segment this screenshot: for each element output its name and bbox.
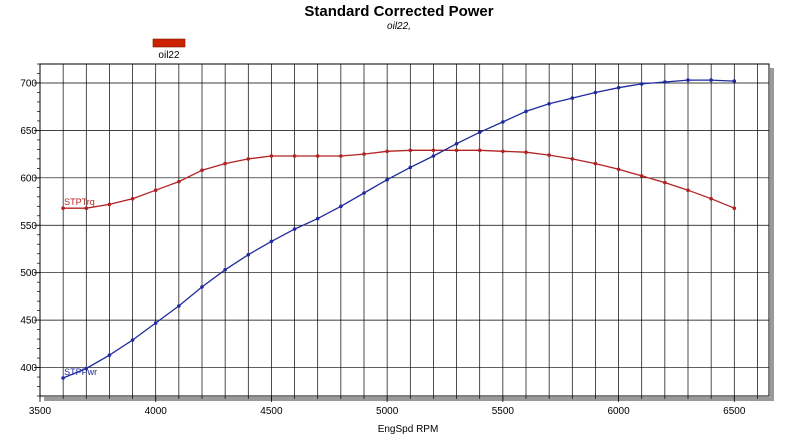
data-point: [246, 157, 251, 161]
series-line: [62, 79, 735, 379]
data-point: [107, 202, 112, 207]
axis-ticks: 400 450 500 550 600 650 700 3500 4000 4500 5000 550…: [20, 63, 758, 417]
data-point: [223, 161, 227, 166]
data-point: [663, 180, 667, 185]
data-point: [153, 188, 158, 192]
legend-swatch: [152, 38, 186, 48]
series-label: STPPwr: [64, 367, 97, 377]
x-tick-label: 4000: [145, 406, 168, 417]
data-point: [639, 174, 644, 178]
data-point: [663, 80, 667, 84]
data-point: [130, 196, 135, 201]
y-tick-label: 650: [20, 126, 37, 137]
y-tick-label: 550: [20, 221, 37, 232]
y-tick-label: 400: [20, 363, 37, 374]
data-point: [547, 102, 551, 106]
data-point: [130, 338, 135, 342]
plot-area: [39, 63, 770, 397]
data-point: [385, 149, 389, 154]
x-axis-label: EngSpd RPM: [378, 424, 439, 435]
data-point: [570, 157, 575, 161]
data-point: [200, 285, 204, 289]
plot-shadow-right: [770, 68, 774, 401]
data-point: [61, 206, 65, 210]
data-point: [477, 148, 482, 153]
data-point: [177, 304, 181, 308]
y-tick-label: 700: [20, 78, 37, 89]
data-point: [477, 130, 482, 135]
chart-title: Standard Corrected Power: [304, 3, 493, 20]
y-tick-label: 450: [20, 316, 37, 327]
series-label: STPTrq: [64, 197, 95, 207]
data-point: [593, 90, 598, 95]
data-point: [223, 268, 227, 272]
data-point: [177, 179, 181, 184]
data-point: [616, 85, 621, 90]
data-point: [431, 154, 436, 158]
series-line: [63, 149, 735, 209]
data-point: [524, 109, 528, 114]
x-tick-label: 3500: [29, 406, 52, 417]
data-point: [570, 96, 575, 100]
data-point: [454, 141, 459, 146]
data-point: [616, 167, 621, 172]
y-tick-label: 500: [20, 268, 37, 279]
data-point: [315, 216, 320, 221]
data-point: [501, 149, 505, 154]
data-point: [315, 154, 320, 158]
data-point: [84, 206, 89, 210]
data-point: [339, 204, 343, 209]
data-point: [732, 79, 737, 83]
data-point: [431, 148, 436, 153]
chart-subtitle: oil22,: [387, 21, 411, 32]
data-point: [732, 206, 737, 210]
plot-shadow-bottom: [44, 397, 774, 401]
x-tick-label: 4500: [260, 406, 283, 417]
data-point: [709, 78, 713, 82]
data-point: [593, 161, 598, 166]
data-point: [709, 196, 713, 201]
data-point: [269, 154, 274, 158]
data-point: [200, 168, 204, 172]
data-point: [292, 227, 297, 231]
data-point: [547, 153, 551, 157]
x-tick-label: 5500: [492, 406, 515, 417]
data-point: [84, 366, 89, 371]
data-point: [61, 376, 65, 380]
y-tick-label: 600: [20, 173, 37, 184]
data-point: [385, 177, 389, 182]
series-layer: STPTrq STPPwr: [61, 78, 737, 380]
data-point: [454, 148, 459, 153]
data-point: [362, 191, 366, 195]
data-point: [362, 152, 366, 156]
data-point: [524, 150, 528, 154]
data-point: [107, 353, 112, 358]
data-point: [292, 154, 297, 158]
data-point: [686, 78, 690, 82]
data-point: [339, 154, 343, 158]
x-tick-label: 6500: [723, 406, 746, 417]
data-point: [246, 252, 251, 257]
data-point: [686, 188, 690, 192]
legend-label: oil22: [158, 50, 180, 61]
data-point: [153, 321, 158, 325]
data-point: [408, 165, 413, 170]
data-point: [501, 120, 505, 124]
x-tick-label: 6000: [607, 406, 630, 417]
data-point: [269, 239, 274, 244]
x-tick-label: 5000: [376, 406, 399, 417]
data-point: [408, 148, 413, 153]
data-point: [639, 82, 644, 86]
